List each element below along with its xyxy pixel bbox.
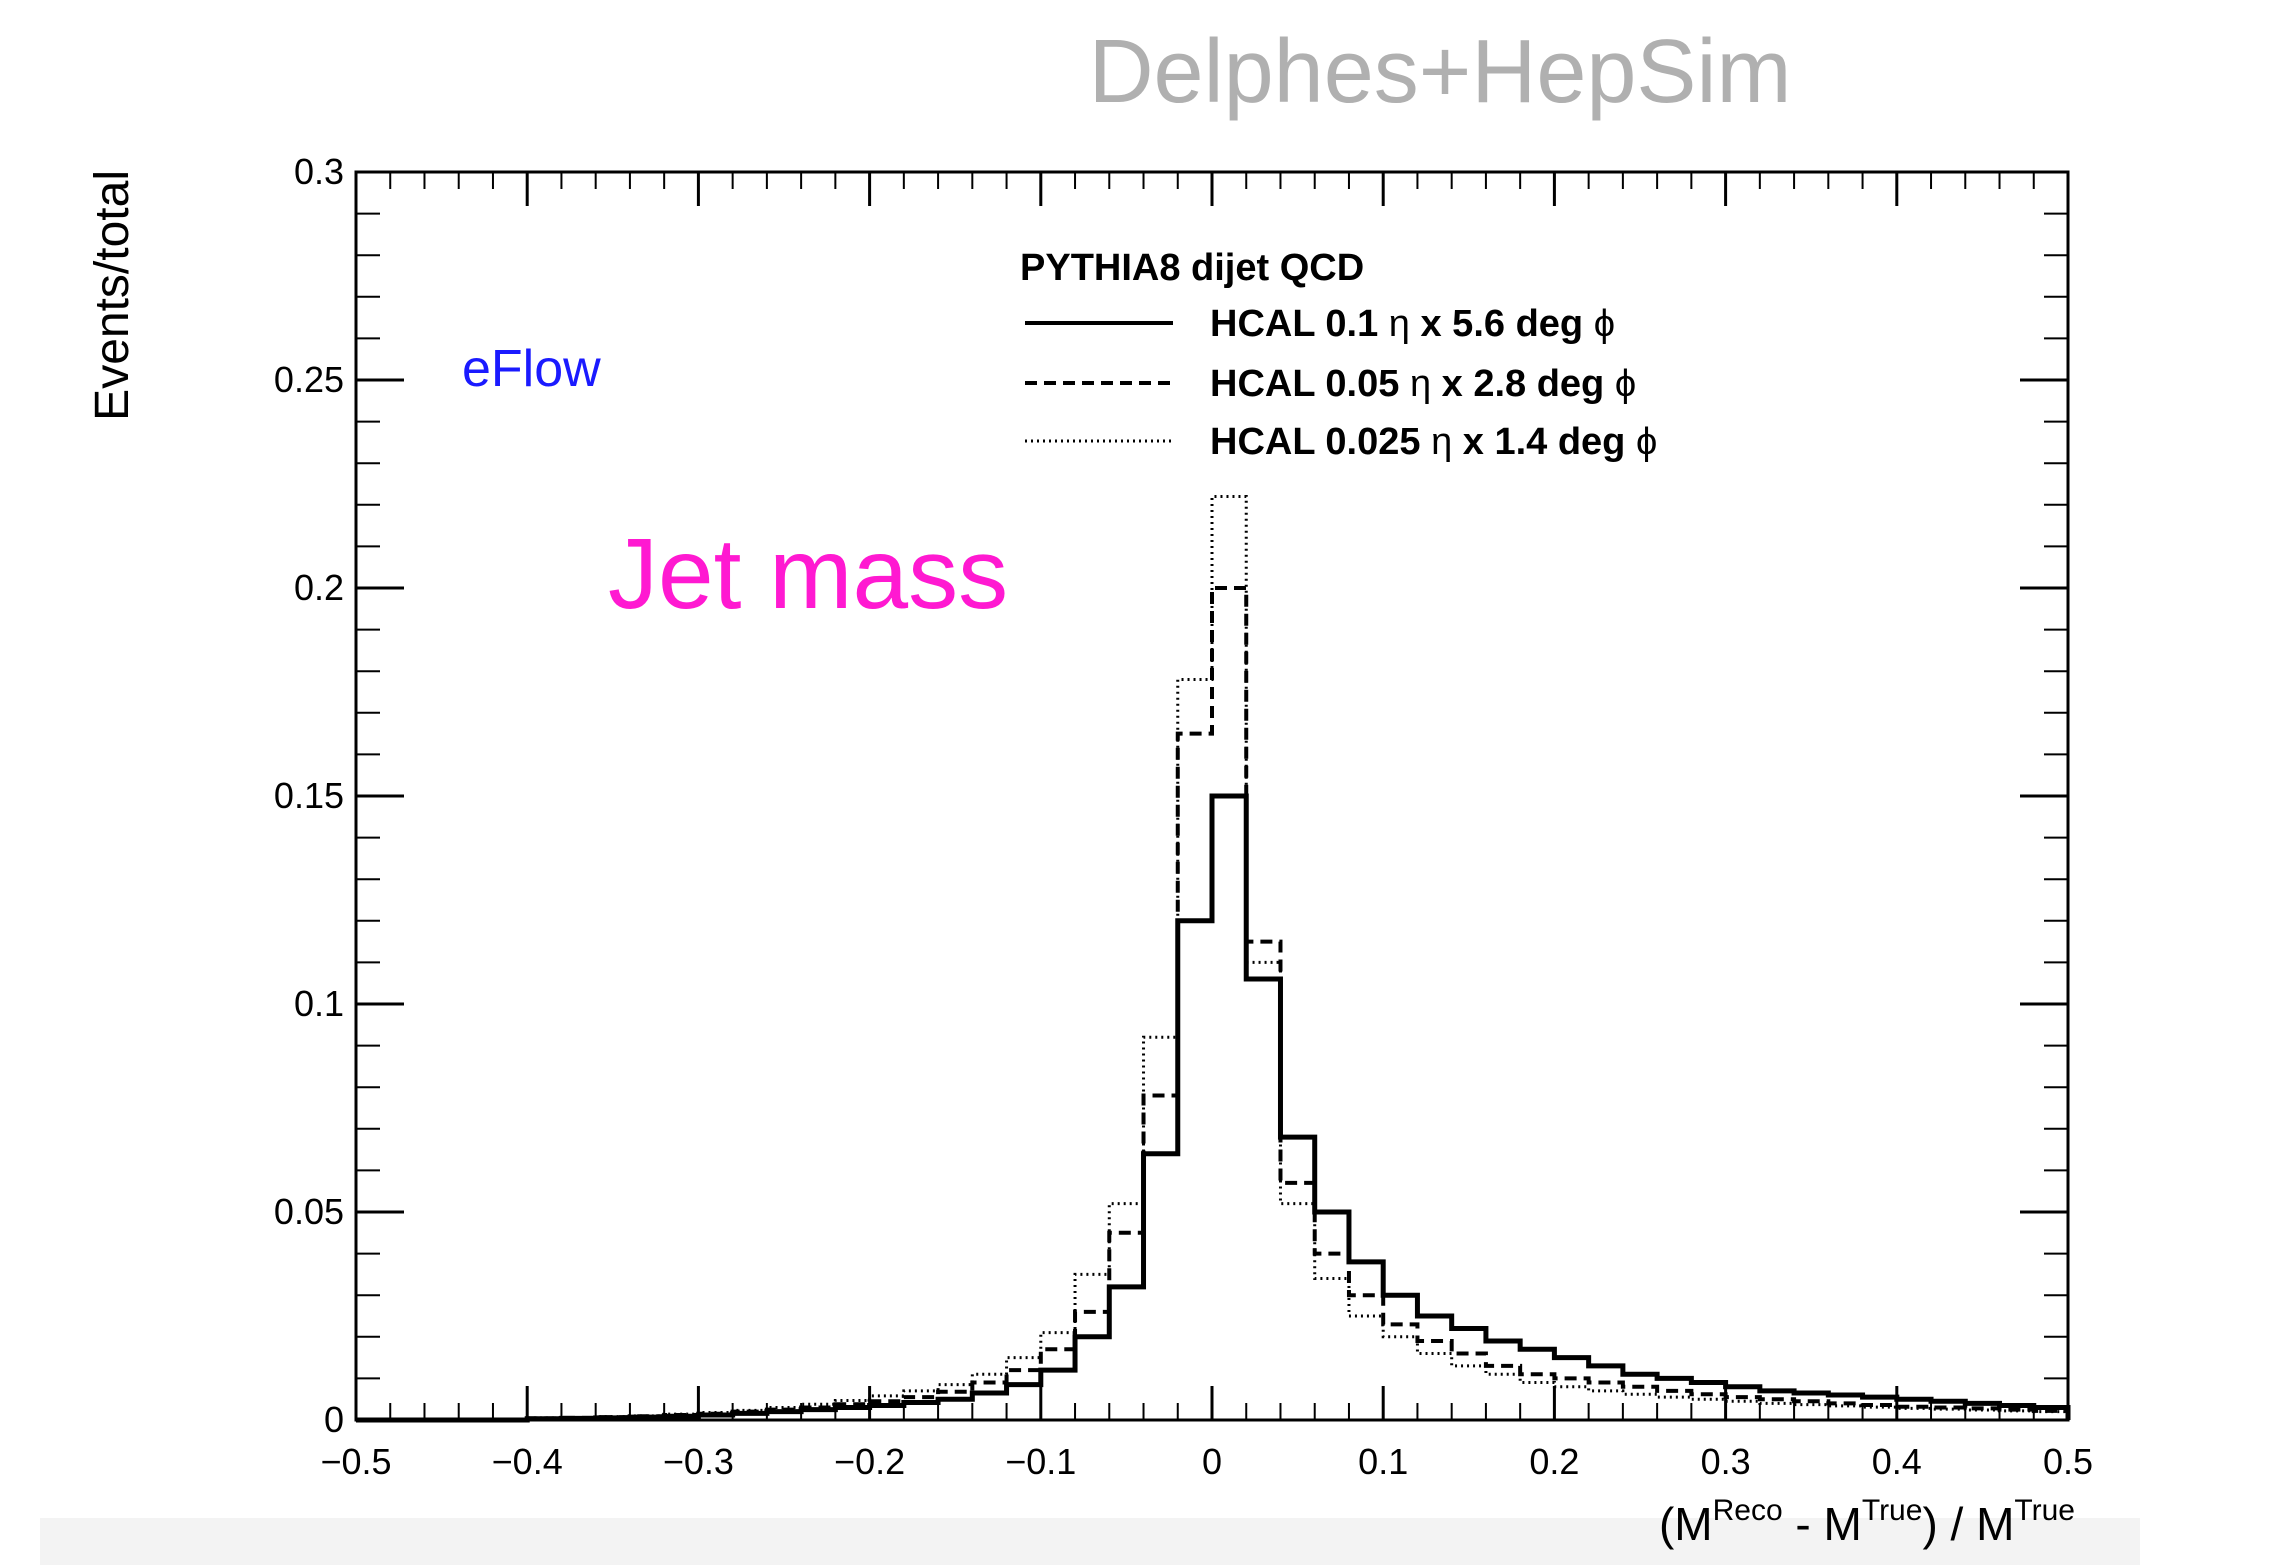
y-tick-label: 0.2 (294, 567, 344, 608)
legend-entry-2-eta: η (1410, 363, 1431, 405)
legend-entry-1-eta: η (1389, 303, 1410, 345)
jet-mass-label: Jet mass (608, 518, 1008, 630)
x-axis-label: (MReco - MTrue) / MTrue (1659, 1494, 2075, 1550)
eflow-label: eFlow (462, 340, 601, 398)
x-axis-label-part-4: True (1862, 1494, 1923, 1527)
y-tick-label: 0.15 (274, 775, 344, 816)
y-tick-label: 0.05 (274, 1191, 344, 1232)
x-axis-label-part-6: True (2014, 1494, 2075, 1527)
legend-entry-1-phi: ϕ (1594, 303, 1615, 345)
series-dashed-histogram (356, 586, 2070, 1422)
x-tick-label: 0.5 (2043, 1441, 2093, 1482)
legend-entry-1-pre: HCAL 0.1 (1210, 303, 1389, 345)
y-axis-label: Events/total (86, 170, 139, 421)
legend: PYTHIA8 dijet QCD HCAL 0.1 η x 5.6 deg ϕ… (1020, 247, 1657, 463)
axis-ticks (354, 170, 2070, 1422)
legend-entry-2-phi: ϕ (1615, 363, 1636, 405)
x-tick-label: 0.1 (1358, 1441, 1408, 1482)
x-tick-label: −0.3 (663, 1441, 734, 1482)
legend-entry-2-pre: HCAL 0.05 (1210, 363, 1410, 405)
x-tick-label: −0.5 (320, 1441, 391, 1482)
legend-title: PYTHIA8 dijet QCD (1020, 247, 1364, 289)
x-tick-label: 0.2 (1529, 1441, 1579, 1482)
x-axis-label-part-2: Reco (1713, 1494, 1783, 1527)
y-tick-label: 0.3 (294, 151, 344, 192)
x-tick-label: −0.1 (1005, 1441, 1076, 1482)
y-tick-label: 0.25 (274, 359, 344, 400)
x-tick-label: 0.3 (1701, 1441, 1751, 1482)
y-tick-label: 0 (324, 1399, 344, 1440)
legend-entry-3-pre: HCAL 0.025 (1210, 421, 1431, 463)
series-solid-histogram (356, 793, 2071, 1423)
x-tick-label: 0.4 (1872, 1441, 1922, 1482)
x-tick-label: 0 (1202, 1441, 1222, 1482)
x-axis-label-part-3: - M (1783, 1498, 1862, 1550)
x-tick-label: −0.2 (834, 1441, 905, 1482)
x-tick-label: −0.4 (492, 1441, 563, 1482)
legend-entry-solid: HCAL 0.1 η x 5.6 deg ϕ (1025, 303, 1615, 345)
y-tick-label: 0.1 (294, 983, 344, 1024)
x-axis-label-part-1: (M (1659, 1498, 1713, 1550)
x-axis-label-part-5: ) / M (1922, 1498, 2014, 1550)
bottom-strip (40, 1518, 2140, 1565)
svg-text:HCAL 0.05 η x 2.8 deg ϕ: HCAL 0.05 η x 2.8 deg ϕ (1210, 363, 1636, 405)
svg-text:HCAL 0.1 η x 5.6 deg ϕ: HCAL 0.1 η x 5.6 deg ϕ (1210, 303, 1615, 345)
svg-text:HCAL 0.025 η x 1.4 deg ϕ: HCAL 0.025 η x 1.4 deg ϕ (1210, 421, 1657, 463)
legend-entry-3-eta: η (1431, 421, 1452, 463)
legend-entry-3-mid: x 1.4 deg (1452, 421, 1636, 463)
y-tick-labels: 0 0.05 0.1 0.15 0.2 0.25 0.3 (274, 151, 344, 1440)
histogram-series (356, 494, 2071, 1423)
legend-entry-1-mid: x 5.6 deg (1410, 303, 1594, 345)
legend-entry-3-phi: ϕ (1636, 421, 1657, 463)
legend-entry-dashed: HCAL 0.05 η x 2.8 deg ϕ (1025, 363, 1636, 405)
x-tick-labels: −0.5 −0.4 −0.3 −0.2 −0.1 0 0.1 0.2 0.3 0.4 0.5 (320, 1441, 2093, 1482)
legend-entry-dotted: HCAL 0.025 η x 1.4 deg ϕ (1025, 421, 1657, 463)
watermark: Delphes+HepSim (1089, 22, 1792, 122)
legend-entry-2-mid: x 2.8 deg (1431, 363, 1615, 405)
